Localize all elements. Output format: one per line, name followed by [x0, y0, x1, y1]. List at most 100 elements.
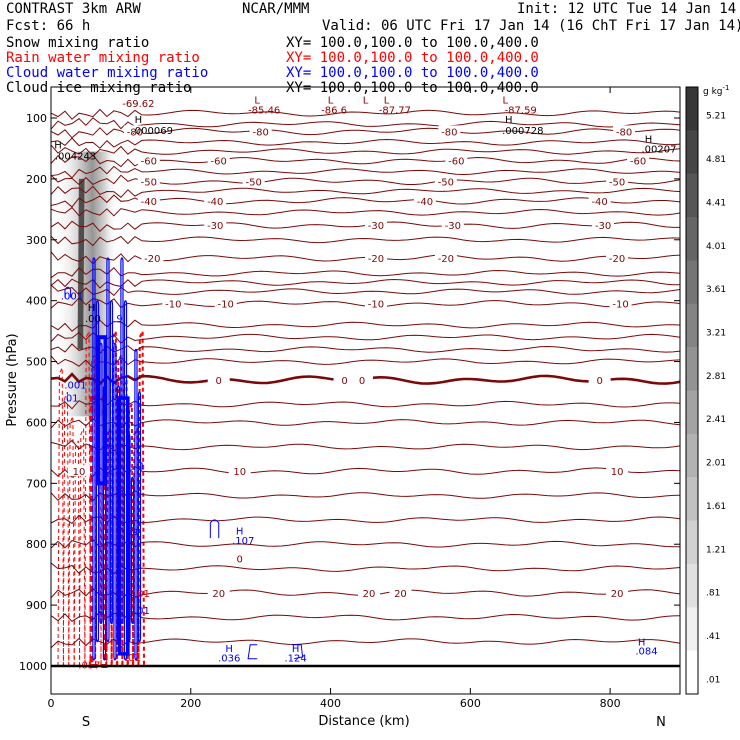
extremum-label: 1 — [139, 461, 145, 472]
contour-label: -40 — [141, 197, 157, 208]
extremum-label: -86.6 — [321, 106, 347, 117]
contour-label: -30 — [445, 221, 461, 232]
temperature-contour-line — [50, 284, 681, 297]
x-tick-label: 600 — [460, 697, 481, 710]
contour-label-bg — [434, 175, 457, 187]
colorbar-swatch — [686, 520, 698, 565]
extremum-label: L — [328, 95, 334, 106]
contour-label-bg — [207, 586, 230, 598]
extremum-label: L — [254, 95, 260, 106]
contour-label: -40 — [417, 197, 433, 208]
contour-label-bg — [389, 586, 412, 598]
colorbar-swatch — [686, 130, 698, 175]
contour-label: -60 — [141, 157, 157, 168]
cloud-water-contour — [92, 257, 96, 661]
extremum-label: .01 — [134, 589, 150, 600]
valid-time: Valid: 06 UTC Fri 17 Jan 14 (16 ChT Fri … — [322, 18, 740, 34]
temperature-contour-line — [50, 117, 681, 130]
contour-label-bg — [214, 297, 237, 309]
contour-label-bg — [613, 125, 636, 137]
contour-label-bg — [162, 297, 185, 309]
colorbar-label: 4.01 — [706, 242, 726, 252]
extremum-label: -69.62 — [122, 99, 154, 110]
contour-label: -20 — [368, 254, 384, 265]
north-label: N — [656, 715, 666, 730]
cloud-water-cell — [209, 519, 220, 539]
extremum-label: H — [645, 134, 653, 145]
y-tick-label: 200 — [26, 173, 47, 186]
temperature-contour-line — [50, 610, 681, 622]
contour-label-bg — [207, 373, 230, 385]
rain-contour — [57, 367, 65, 667]
contour-label: -30 — [368, 221, 384, 232]
temperature-contour-line — [50, 538, 681, 549]
colorbar-swatch — [686, 303, 698, 348]
cloud-water-cell — [64, 286, 72, 298]
contour-label: 20 — [611, 589, 624, 600]
contour-label: 10 — [233, 467, 246, 478]
x-tick-label: 400 — [320, 697, 341, 710]
contour-label: 20 — [363, 589, 376, 600]
contour-label-bg — [364, 297, 387, 309]
contour-label: -10 — [218, 300, 234, 311]
extremum-label: .004243 — [55, 151, 96, 162]
temperature-contour-line — [50, 235, 681, 247]
temperature-contour-line — [50, 144, 681, 157]
colorbar-label: .81 — [706, 589, 720, 599]
extremum-label: .01 — [63, 394, 79, 405]
extremum-label: H — [505, 115, 513, 126]
rain-contour — [62, 391, 70, 667]
colorbar-swatch — [686, 607, 698, 652]
temperature-contour-line — [50, 319, 681, 332]
contour-label-bg — [242, 175, 265, 187]
extremum-label: L — [384, 95, 390, 106]
contour-label-bg — [441, 219, 464, 231]
contour-label-bg — [627, 154, 650, 166]
contour-label-bg — [588, 194, 611, 206]
y-tick-label: 400 — [26, 295, 47, 308]
y-axis-title: Pressure (hPa) — [5, 333, 20, 426]
cloud-water-core — [117, 396, 130, 656]
contour-label-bg — [609, 297, 632, 309]
cloud-water-contour — [134, 348, 138, 661]
contour-label-bg — [137, 194, 160, 206]
colorbar-swatch — [686, 390, 698, 435]
extremum-label: .00 — [85, 314, 101, 325]
extremum-label: .000069 — [132, 126, 173, 137]
org-label: NCAR/MMM — [242, 1, 310, 17]
y-tick-label: 300 — [26, 234, 47, 247]
y-tick-label: 600 — [26, 416, 47, 429]
temperature-contour-line — [50, 562, 681, 575]
contour-label: -80 — [127, 127, 143, 138]
temperature-contour-line — [50, 417, 681, 430]
contour-label-bg — [434, 252, 457, 264]
cloud-water-core — [96, 335, 108, 486]
legend-label-cloud-ice: Cloud ice mixing ratio — [6, 80, 192, 96]
legend-label-rain: Rain water mixing ratio — [6, 50, 200, 66]
contour-label-bg — [606, 252, 629, 264]
colorbar-label: 4.41 — [706, 198, 726, 208]
contour-label: -60 — [630, 157, 646, 168]
contour-label: 0 — [596, 376, 602, 387]
contour-label: -20 — [609, 254, 625, 265]
cloud-water-contour — [130, 476, 135, 624]
colorbar-unit: g kg-1 — [703, 84, 729, 97]
contour-label-bg — [333, 373, 356, 385]
colorbar-swatch — [686, 87, 698, 131]
contour-label-bg — [413, 194, 436, 206]
colorbar-swatch — [686, 173, 698, 218]
contour-label-bg — [204, 194, 227, 206]
colorbar-swatch — [686, 217, 698, 261]
colorbar-swatch — [686, 477, 698, 522]
extremum-label: 0 — [237, 555, 243, 566]
contour-label-bg — [445, 154, 468, 166]
temperature-contour-line — [50, 489, 681, 502]
contour-label-bg — [207, 154, 230, 166]
x-axis-title: Distance (km) — [318, 714, 409, 729]
temperature-contour-line — [50, 637, 681, 649]
cloud-water-contour — [137, 391, 142, 643]
legend-xy-cloud-ice: XY= 100.0,100.0 to 100.0,400.0 — [286, 80, 539, 96]
temperature-contour-line — [50, 465, 681, 478]
colorbar-label: 3.61 — [706, 285, 726, 295]
